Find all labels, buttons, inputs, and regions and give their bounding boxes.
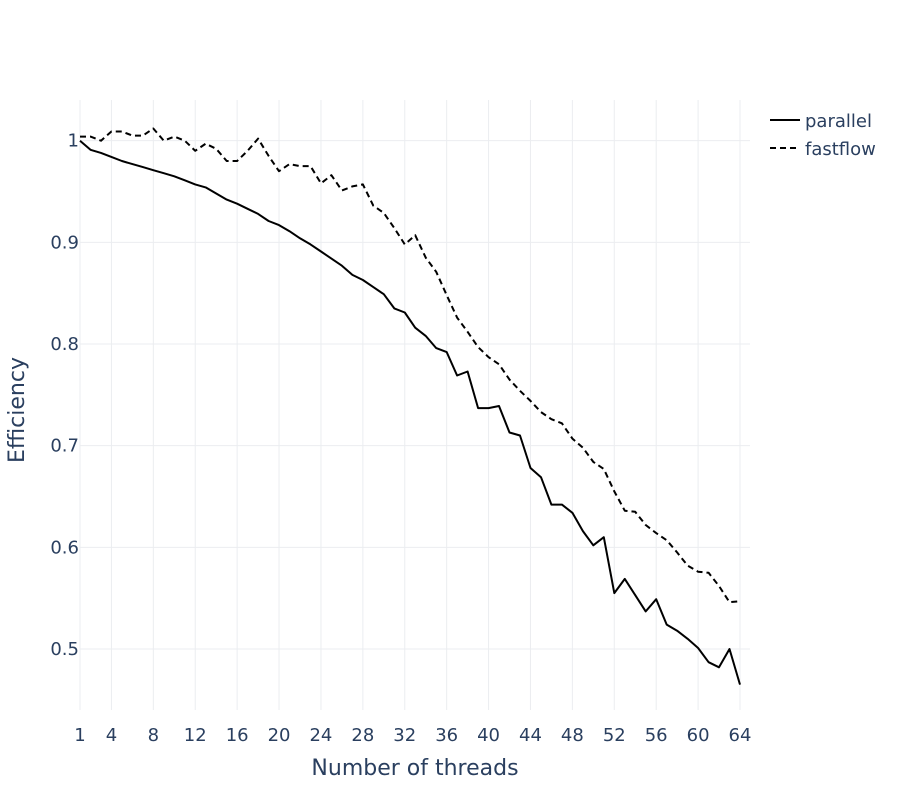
x-tick-label: 1 — [74, 725, 85, 746]
legend-label-fastflow: fastflow — [805, 139, 876, 160]
x-tick-label: 36 — [435, 725, 458, 746]
x-tick-label: 28 — [351, 725, 374, 746]
x-tick-label: 52 — [603, 725, 626, 746]
x-tick-label: 24 — [309, 725, 332, 746]
x-tick-label: 4 — [106, 725, 117, 746]
x-tick-label: 40 — [477, 725, 500, 746]
x-tick-label: 60 — [687, 725, 710, 746]
series-line-parallel — [79, 139, 741, 685]
x-tick-label: 44 — [519, 725, 542, 746]
tick-labels: 1 4 8 12 16 20 24 28 32 36 40 44 48 52 56 60 640.50.60.7… — [50, 131, 751, 746]
x-tick-label: 48 — [561, 725, 584, 746]
x-tick-label: 16 — [226, 725, 249, 746]
y-axis-title: Efficiency — [5, 357, 30, 463]
x-tick-label: 32 — [393, 725, 416, 746]
grid — [79, 100, 750, 710]
y-tick-label: 0.5 — [50, 639, 79, 660]
x-tick-label: 12 — [184, 725, 207, 746]
y-tick-label: 0.9 — [50, 232, 79, 253]
y-tick-label: 0.8 — [50, 334, 79, 355]
x-tick-label: 64 — [729, 725, 752, 746]
y-tick-label: 0.7 — [50, 436, 79, 457]
x-tick-label: 20 — [268, 725, 291, 746]
x-tick-label: 8 — [148, 725, 159, 746]
y-tick-label: 1 — [68, 131, 79, 152]
series-lines — [79, 127, 741, 685]
series-line-fastflow — [80, 127, 741, 604]
legend: parallel fastflow — [770, 111, 876, 160]
x-tick-label: 56 — [645, 725, 668, 746]
y-tick-label: 0.6 — [50, 537, 79, 558]
legend-label-parallel: parallel — [805, 111, 872, 132]
x-axis-title: Number of threads — [311, 756, 518, 781]
